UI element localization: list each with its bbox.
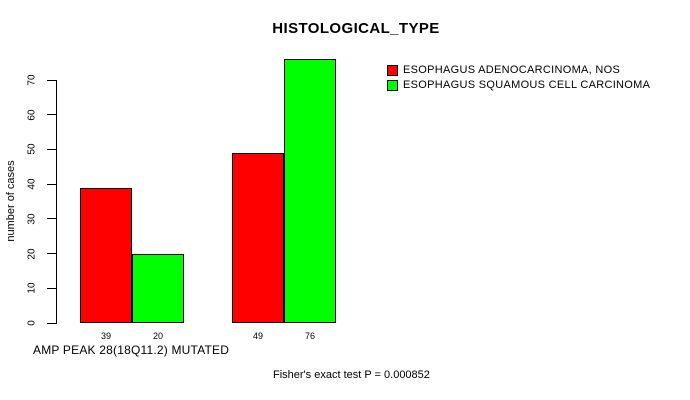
legend-item-squamous: ESOPHAGUS SQUAMOUS CELL CARCINOMA bbox=[387, 78, 650, 92]
y-tick-label-10: 10 bbox=[26, 282, 38, 294]
bar-group2-series2 bbox=[284, 59, 336, 323]
legend-swatch-red bbox=[387, 64, 398, 76]
y-tick-label-40: 40 bbox=[26, 178, 38, 190]
legend-label-adenocarcinoma: ESOPHAGUS ADENOCARCINOMA, NOS bbox=[403, 64, 621, 76]
y-tick-40 bbox=[47, 183, 57, 185]
y-tick-label-0: 0 bbox=[26, 320, 38, 326]
bar-value-label-group1-series1: 39 bbox=[100, 331, 112, 341]
y-axis-line bbox=[56, 80, 57, 324]
y-tick-label-50: 50 bbox=[26, 143, 38, 155]
y-tick-50 bbox=[47, 148, 57, 150]
x-axis-caption: AMP PEAK 28(18Q11.2) MUTATED bbox=[33, 343, 230, 357]
y-axis-label: number of cases bbox=[5, 160, 17, 242]
y-tick-label-60: 60 bbox=[26, 109, 38, 121]
bar-group1-series1 bbox=[80, 187, 132, 323]
bar-value-label-group1-series2: 20 bbox=[152, 331, 164, 341]
y-tick-label-30: 30 bbox=[26, 213, 38, 225]
legend-label-squamous: ESOPHAGUS SQUAMOUS CELL CARCINOMA bbox=[403, 79, 651, 91]
y-tick-30 bbox=[47, 218, 57, 220]
bar-value-label-group2-series1: 49 bbox=[252, 331, 264, 341]
y-tick-60 bbox=[47, 114, 57, 116]
y-tick-70 bbox=[47, 79, 57, 81]
y-tick-label-20: 20 bbox=[26, 248, 38, 260]
y-tick-label-70: 70 bbox=[26, 74, 38, 86]
bar-group1-series2 bbox=[132, 253, 184, 323]
fisher-test-annotation: Fisher's exact test P = 0.000852 bbox=[273, 369, 430, 381]
legend: ESOPHAGUS ADENOCARCINOMA, NOS ESOPHAGUS … bbox=[387, 63, 650, 93]
bar-group2-series1 bbox=[232, 152, 284, 323]
bar-value-label-group2-series2: 76 bbox=[304, 331, 316, 341]
y-tick-0 bbox=[47, 322, 57, 324]
y-tick-10 bbox=[47, 287, 57, 289]
chart-title: HISTOLOGICAL_TYPE bbox=[272, 20, 440, 37]
legend-swatch-green bbox=[387, 79, 398, 91]
legend-item-adenocarcinoma: ESOPHAGUS ADENOCARCINOMA, NOS bbox=[387, 63, 650, 77]
y-tick-20 bbox=[47, 253, 57, 255]
